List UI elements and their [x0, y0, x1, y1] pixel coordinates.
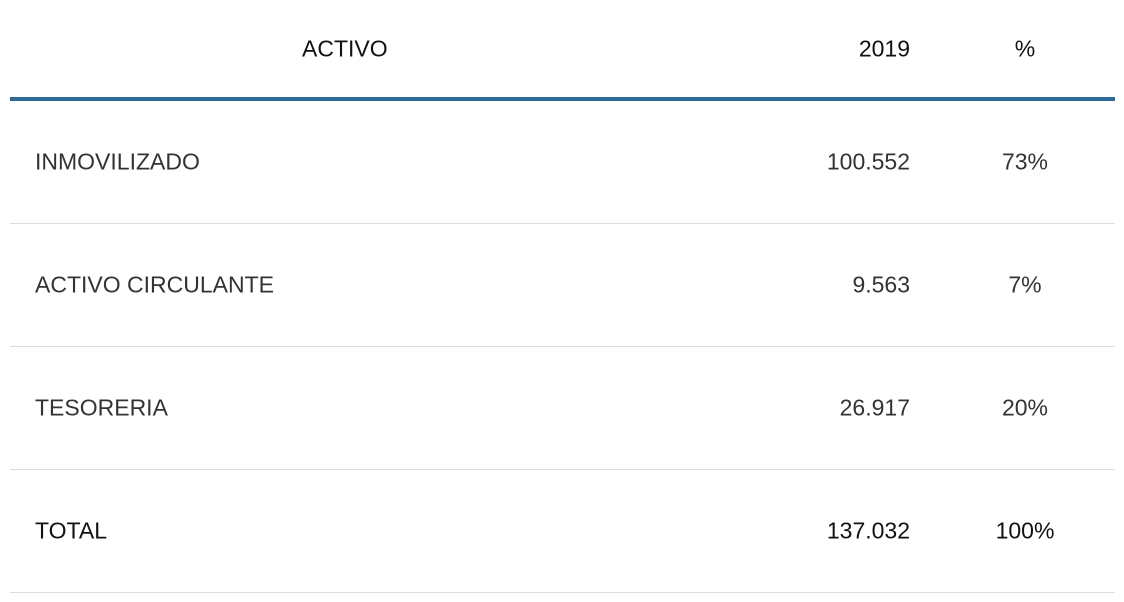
- table-cell: 9.563: [852, 271, 910, 298]
- header-cell: %: [1014, 35, 1036, 61]
- table-cell: 73%: [1001, 148, 1049, 175]
- header-row: ACTIVO 2019%: [10, 0, 1115, 101]
- table-cell: 100%: [995, 517, 1055, 544]
- table-cell: 100.552: [826, 148, 910, 175]
- table-cell: 137.032: [826, 517, 910, 544]
- table-row: ACTIVO CIRCULANTE 9.563 7%: [10, 224, 1115, 347]
- header-cell: 2019: [858, 35, 910, 61]
- table-cell: 7%: [1008, 271, 1042, 298]
- table-row: TESORERIA 26.917 20%: [10, 347, 1115, 470]
- table-cell: TOTAL: [35, 517, 107, 544]
- table-cell: INMOVILIZADO: [35, 148, 200, 175]
- table-cell: 20%: [1001, 394, 1049, 421]
- table-cell: ACTIVO CIRCULANTE: [35, 271, 274, 298]
- table: ACTIVO 2019% INMOVILIZADO 100.552 73% ACTIVO …: [10, 0, 1115, 593]
- header-cell: ACTIVO: [302, 35, 388, 61]
- table-row: TOTAL 137.032 100%: [10, 470, 1115, 593]
- table-row: INMOVILIZADO 100.552 73%: [10, 101, 1115, 224]
- table-cell: 26.917: [839, 394, 910, 421]
- table-cell: TESORERIA: [35, 394, 168, 421]
